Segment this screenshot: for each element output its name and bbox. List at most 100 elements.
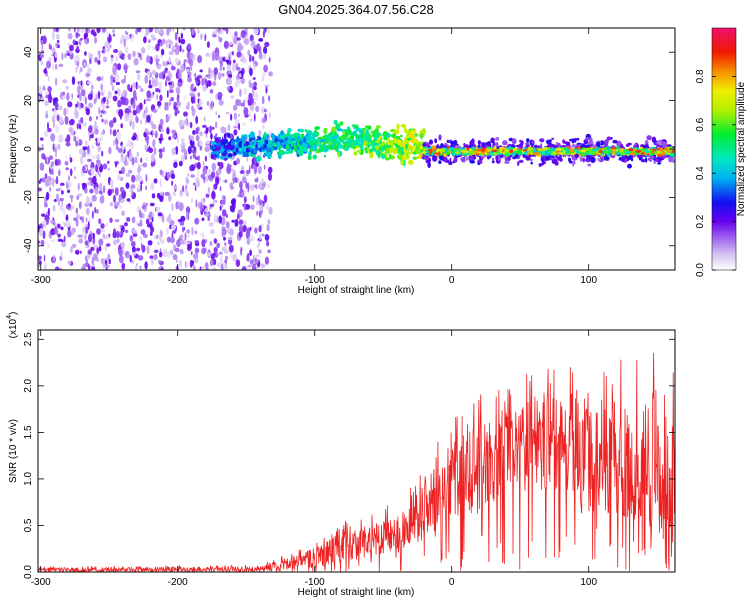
heatmap-cell: [348, 140, 352, 145]
heatmap-cell: [219, 164, 222, 171]
heatmap-cell: [115, 145, 119, 151]
heatmap-cell: [161, 267, 164, 270]
heatmap-cell: [67, 33, 73, 40]
heatmap-cell: [139, 265, 142, 270]
heatmap-cell: [197, 92, 201, 97]
heatmap-cell: [134, 156, 138, 164]
heatmap-cell: [212, 150, 218, 154]
heatmap-cell: [107, 188, 112, 196]
heatmap-cell: [158, 148, 163, 154]
heatmap-cell: [55, 188, 61, 192]
heatmap-cell: [171, 203, 174, 212]
heatmap-cell: [311, 145, 313, 150]
heatmap-cell: [117, 173, 121, 181]
colorbar: 0.0 0.2 0.4 0.6 0.8 Normalized spectral ampl…: [695, 27, 747, 277]
heatmap-cell: [331, 135, 338, 140]
heatmap-cell: [109, 120, 114, 128]
heatmap-cell: [593, 151, 596, 154]
heatmap-cell: [261, 72, 266, 77]
tick-label: 0.0: [23, 565, 34, 579]
heatmap-cell: [166, 90, 169, 98]
tick-label: -200: [168, 577, 188, 588]
heatmap-cell: [225, 221, 230, 229]
heatmap-cell: [101, 75, 104, 82]
heatmap-cell: [209, 147, 216, 151]
heatmap-cell: [60, 226, 64, 231]
heatmap-cell: [249, 34, 254, 42]
heatmap-cell: [93, 98, 97, 105]
heatmap-cell: [136, 263, 138, 267]
heatmap-cell: [375, 145, 379, 151]
heatmap-cell: [515, 149, 522, 154]
heatmap-cell: [552, 148, 556, 152]
heatmap-cell: [307, 134, 311, 140]
heatmap-cell: [189, 155, 192, 160]
heatmap-cell: [98, 245, 102, 252]
heatmap-cell: [77, 182, 80, 191]
heatmap-cell: [100, 114, 103, 118]
heatmap-cell: [587, 163, 592, 167]
heatmap-cell: [573, 138, 577, 143]
heatmap-cell: [187, 243, 191, 250]
heatmap-cell: [209, 241, 213, 246]
heatmap-cell: [196, 103, 201, 109]
heatmap-cell: [258, 249, 262, 254]
heatmap-cell: [621, 155, 625, 163]
heatmap-cell: [416, 142, 422, 147]
heatmap-cell: [195, 199, 198, 208]
heatmap-cell: [484, 152, 488, 155]
heatmap-cell: [249, 118, 253, 122]
heatmap-cell: [263, 28, 267, 33]
heatmap-cell: [571, 144, 577, 148]
heatmap-cell: [189, 165, 192, 172]
heatmap-cell: [52, 143, 55, 151]
heatmap-cell: [115, 162, 117, 168]
heatmap-cell: [591, 144, 598, 148]
heatmap-cell: [271, 142, 274, 146]
heatmap-cell: [94, 206, 96, 214]
heatmap-cell: [597, 158, 601, 162]
heatmap-cell: [182, 226, 184, 233]
heatmap-cell: [132, 109, 137, 116]
heatmap-cell: [239, 88, 242, 98]
heatmap-cell: [251, 88, 255, 97]
heatmap-cell: [96, 28, 101, 34]
heatmap-cell: [145, 185, 148, 190]
heatmap-cell: [389, 129, 395, 132]
heatmap-cell: [144, 261, 148, 270]
heatmap-cell: [157, 260, 162, 264]
tick-label: 0: [23, 146, 34, 152]
heatmap-cell: [422, 128, 426, 133]
heatmap-cell: [410, 129, 417, 133]
heatmap-cell: [131, 189, 134, 197]
heatmap-cell: [99, 136, 103, 142]
heatmap-cell: [116, 238, 120, 244]
heatmap-cell: [202, 166, 207, 175]
tick-label: 2.0: [23, 378, 34, 392]
heatmap-cell: [154, 28, 159, 34]
heatmap-cell: [230, 95, 235, 99]
heatmap-cell: [422, 142, 427, 148]
heatmap-cell: [438, 155, 445, 161]
heatmap-cell: [588, 156, 594, 160]
spectrogram-x-axis-label: Height of straight line (km): [298, 285, 415, 296]
heatmap-cell: [415, 150, 422, 154]
heatmap-cell: [91, 155, 96, 159]
heatmap-cell: [219, 139, 224, 144]
heatmap-cell: [67, 175, 70, 182]
heatmap-cell: [59, 203, 64, 212]
heatmap-cell: [135, 221, 138, 225]
heatmap-cell: [113, 49, 119, 53]
heatmap-cell: [97, 170, 99, 175]
heatmap-cell: [544, 155, 551, 161]
heatmap-cell: [124, 107, 130, 115]
heatmap-cell: [208, 67, 212, 76]
heatmap-cell: [495, 137, 500, 141]
heatmap-cell: [323, 154, 327, 158]
heatmap-cell: [388, 153, 392, 160]
heatmap-cell: [264, 256, 269, 265]
tick-label: 2.5: [23, 332, 34, 346]
heatmap-cell: [360, 144, 364, 151]
heatmap-cell: [120, 38, 123, 45]
heatmap-cell: [572, 160, 574, 167]
